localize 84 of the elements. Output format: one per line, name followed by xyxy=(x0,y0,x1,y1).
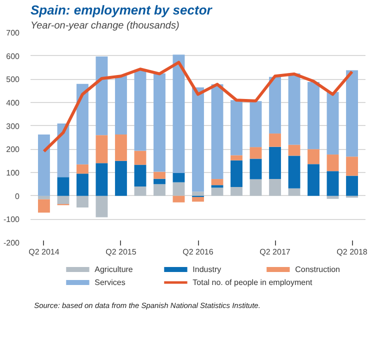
bar xyxy=(326,92,339,155)
bar xyxy=(326,171,339,196)
bar xyxy=(134,186,146,196)
y-tick-label: 200 xyxy=(6,145,20,154)
bar xyxy=(269,134,281,147)
bar xyxy=(308,149,320,164)
bar xyxy=(154,184,166,196)
bar xyxy=(269,179,281,196)
y-tick-label: 100 xyxy=(6,168,20,178)
bar xyxy=(308,164,320,196)
chart-title: Spain: employment by sector xyxy=(30,2,213,18)
bar xyxy=(96,135,108,164)
bar xyxy=(172,172,185,182)
bar xyxy=(96,56,108,136)
bar xyxy=(115,160,127,196)
bar xyxy=(38,196,50,200)
y-tick-label: 700 xyxy=(6,28,20,38)
bar xyxy=(346,70,358,157)
bar xyxy=(57,177,70,196)
bar xyxy=(250,147,262,159)
bar xyxy=(230,160,242,187)
bar xyxy=(326,196,339,199)
bar xyxy=(192,87,204,192)
bar xyxy=(115,76,127,134)
bar xyxy=(211,185,224,188)
bar xyxy=(250,158,262,180)
bar xyxy=(134,164,146,186)
bar xyxy=(172,196,185,202)
bar xyxy=(288,73,300,145)
bar xyxy=(76,164,88,174)
legend-label: Industry xyxy=(192,265,222,274)
legend-label: Agriculture xyxy=(94,265,134,274)
bar xyxy=(76,174,88,196)
y-tick-label: -200 xyxy=(3,238,20,248)
bar xyxy=(269,146,281,180)
y-tick-label: 500 xyxy=(6,75,20,84)
bar xyxy=(288,156,300,188)
bar xyxy=(172,182,185,196)
bar xyxy=(96,163,108,196)
bar xyxy=(154,178,166,184)
y-tick-label: -100 xyxy=(3,215,20,224)
chart-subtitle: Year-on-year change (thousands) xyxy=(30,20,180,32)
bar xyxy=(76,84,88,164)
x-tick-label: Q2 2014 xyxy=(28,248,60,256)
x-tick-label: Q2 2017 xyxy=(260,248,291,256)
y-tick-label: 400 xyxy=(6,98,20,108)
bar xyxy=(38,134,50,196)
bar xyxy=(230,100,242,156)
bar xyxy=(76,196,88,208)
bar xyxy=(230,155,242,160)
bar xyxy=(38,199,50,213)
bar xyxy=(154,73,166,172)
bar xyxy=(230,186,242,196)
bar xyxy=(250,179,262,196)
y-tick-label: 600 xyxy=(6,52,20,61)
bar xyxy=(115,134,127,161)
bar xyxy=(57,196,70,204)
bar xyxy=(134,150,146,165)
bar xyxy=(346,156,358,176)
bar xyxy=(250,101,262,148)
x-tick-label: Q2 2015 xyxy=(106,248,137,256)
bar xyxy=(288,144,300,156)
bar xyxy=(154,172,166,179)
bar xyxy=(192,197,204,202)
bar xyxy=(346,176,358,196)
y-tick-label: 0 xyxy=(15,192,20,201)
bar xyxy=(288,188,300,196)
x-tick-label: Q2 2018 xyxy=(336,248,368,256)
bar xyxy=(308,82,320,150)
bar xyxy=(172,54,185,173)
line-series xyxy=(42,60,354,153)
legend-label: Services xyxy=(94,278,126,287)
bar xyxy=(192,192,204,196)
legend-label: Construction xyxy=(295,265,340,274)
x-tick-label: Q2 2016 xyxy=(182,248,214,256)
bar xyxy=(269,76,281,134)
legend-label: Total no. of people in employment xyxy=(192,278,314,287)
bar xyxy=(211,84,224,180)
bar xyxy=(326,154,339,172)
y-tick-label: 300 xyxy=(6,122,20,131)
bar xyxy=(134,70,146,151)
bar xyxy=(211,188,224,196)
bar xyxy=(96,196,108,218)
bar xyxy=(211,179,224,186)
